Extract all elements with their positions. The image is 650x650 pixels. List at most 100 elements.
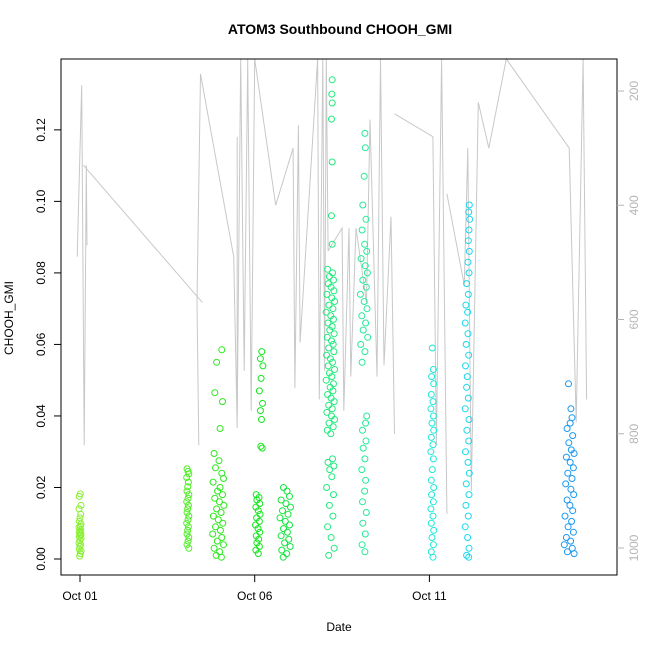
data-point (325, 501, 333, 509)
data-point (215, 457, 223, 465)
data-point (216, 526, 224, 534)
data-point (465, 269, 473, 277)
data-point (330, 491, 337, 499)
data-point (327, 430, 335, 438)
right-tick-label: 800 (627, 423, 641, 443)
data-point (427, 505, 435, 513)
data-point (209, 512, 217, 520)
data-point (328, 76, 336, 84)
data-point (254, 525, 262, 533)
data-point (328, 337, 335, 345)
data-point (463, 551, 471, 559)
data-point (429, 412, 437, 420)
right-tick-label: 600 (627, 309, 641, 329)
data-point (323, 351, 331, 359)
data-point (362, 437, 370, 445)
data-point (183, 519, 191, 527)
data-point (184, 526, 192, 534)
data-point (429, 553, 437, 561)
data-point (570, 550, 578, 558)
data-point (279, 507, 286, 515)
data-point (463, 426, 471, 434)
data-point (255, 535, 263, 543)
data-point (427, 405, 435, 413)
data-point (211, 494, 219, 502)
data-point (287, 503, 294, 511)
data-point (566, 501, 574, 509)
data-point (363, 269, 371, 277)
data-point (464, 308, 472, 316)
data-point (331, 366, 339, 373)
pressure-track-line (299, 58, 329, 400)
data-point (429, 398, 437, 406)
data-point (356, 290, 364, 298)
data-point (325, 401, 333, 409)
y-tick-label: 0.00 (34, 547, 48, 571)
data-point (325, 419, 333, 427)
data-point (567, 485, 575, 493)
data-point (220, 541, 227, 549)
data-point (330, 330, 338, 338)
data-point (326, 466, 334, 474)
data-point (184, 501, 192, 509)
data-point (325, 551, 333, 559)
data-point (563, 425, 571, 432)
data-point (361, 240, 369, 248)
data-point (326, 355, 334, 363)
data-point (330, 287, 338, 295)
data-point (429, 512, 437, 520)
data-point (183, 487, 191, 495)
data-point (183, 541, 191, 549)
data-point (464, 394, 472, 402)
data-point (219, 398, 226, 406)
data-point (566, 458, 574, 466)
data-point (323, 408, 331, 416)
pressure-track-line (76, 85, 88, 446)
data-point (465, 491, 473, 499)
data-point (255, 387, 263, 395)
data-point (363, 305, 371, 313)
data-point (462, 362, 469, 370)
data-point (330, 348, 338, 356)
data-point (361, 348, 369, 356)
data-point (464, 512, 472, 520)
data-point (256, 510, 264, 518)
data-point (363, 247, 371, 255)
data-point (562, 453, 570, 461)
data-point (328, 99, 336, 107)
data-point (217, 509, 225, 516)
data-point (325, 369, 333, 377)
data-point (183, 509, 191, 516)
data-point (277, 532, 285, 540)
pressure-track-line (327, 226, 357, 411)
data-point (184, 494, 192, 502)
right-tick-label: 1000 (627, 534, 641, 561)
data-point (465, 544, 473, 552)
pressure-track-line (488, 57, 588, 423)
data-point (561, 512, 569, 520)
data-point (76, 531, 84, 539)
data-point (256, 355, 264, 363)
data-point (362, 215, 370, 223)
data-point (430, 380, 438, 388)
data-point (322, 308, 330, 316)
data-point (324, 391, 332, 398)
data-point (567, 537, 575, 545)
data-point (328, 240, 336, 248)
data-point (277, 496, 285, 504)
data-point (427, 519, 435, 527)
y-axis: 0.00 0.02 0.04 0.06 0.08 0.10 0.12 (34, 118, 61, 571)
data-point (464, 330, 472, 338)
data-point (428, 534, 436, 541)
data-point (210, 544, 218, 552)
data-point (218, 346, 226, 354)
data-point (330, 380, 337, 388)
data-point (462, 501, 470, 509)
y-tick-label: 0.02 (34, 475, 48, 499)
data-point (568, 517, 576, 525)
data-point (464, 458, 472, 466)
data-point (569, 432, 577, 440)
data-point (465, 469, 473, 477)
data-point (464, 534, 472, 541)
data-point (329, 512, 337, 520)
